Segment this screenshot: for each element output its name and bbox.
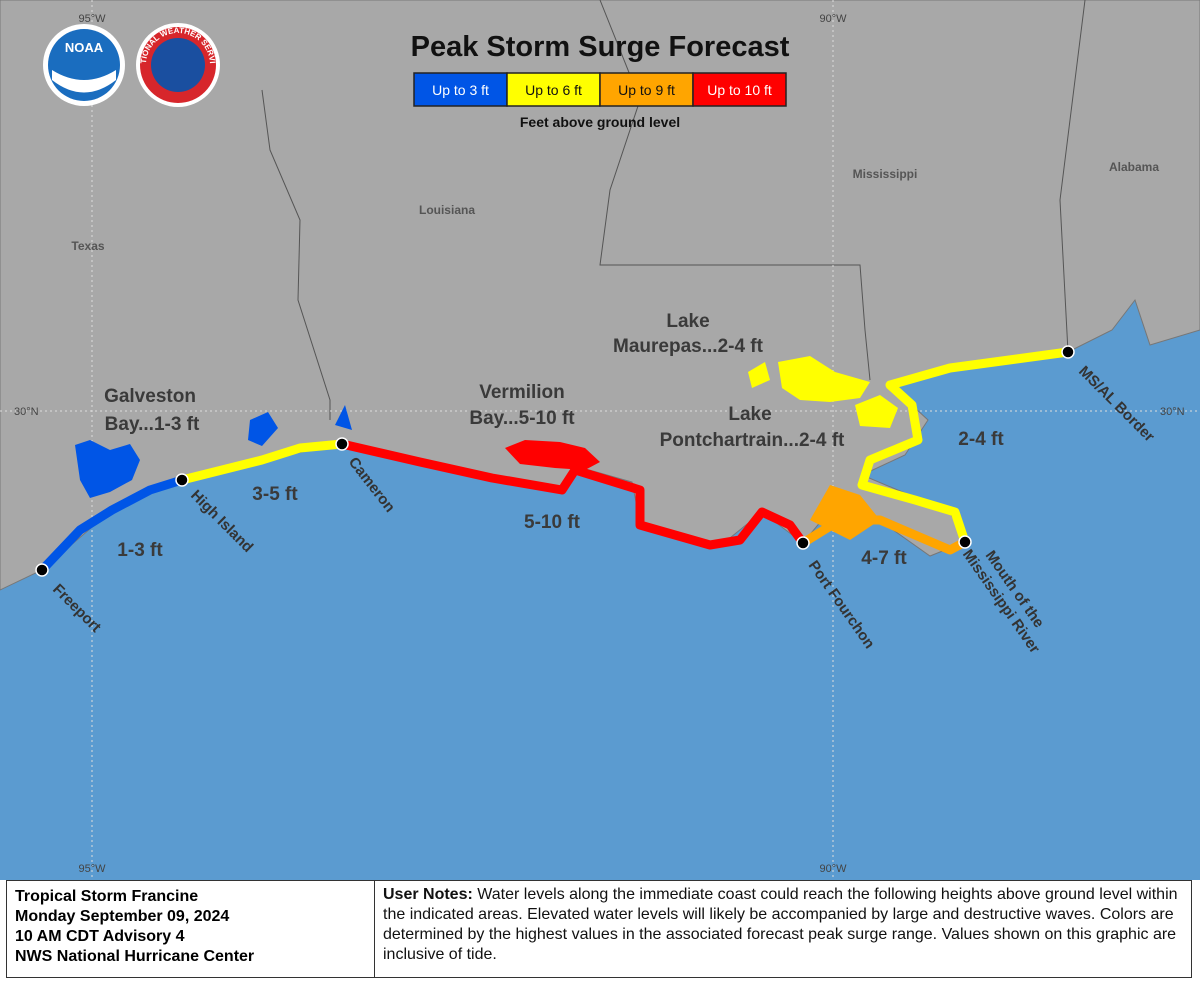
zone-label: Galveston Bay...1-3 ft: [104, 386, 200, 435]
advisory-info: Tropical Storm Francine Monday September…: [7, 881, 375, 977]
zone-label: Vermilion Bay...5-10 ft: [469, 382, 575, 429]
legend-label: Up to 10 ft: [707, 82, 772, 98]
issuer: NWS National Hurricane Center: [15, 948, 255, 965]
advisory-date: Monday September 09, 2024: [15, 908, 230, 925]
map: 95°W 90°W 95°W 90°W 30°N 30°N Texas Loui…: [0, 0, 1200, 880]
legend-caption: Feet above ground level: [520, 114, 680, 130]
surge-lake-pontchartrain: [855, 395, 898, 428]
surge-vermilion-bay: [505, 440, 600, 470]
legend: Up to 3 ft Up to 6 ft Up to 9 ft Up to 10 f…: [413, 72, 787, 107]
notes-text: Water levels along the immediate coast c…: [383, 886, 1178, 963]
graticule-label: 30°N: [1160, 406, 1185, 418]
zone-label: Lake Maurepas...2-4 ft: [613, 311, 764, 357]
segment-label: 5-10 ft: [524, 512, 581, 533]
noaa-text: NOAA: [65, 40, 104, 55]
segment-label: 2-4 ft: [958, 429, 1004, 450]
advisory-number: 10 AM CDT Advisory 4: [15, 928, 185, 945]
noaa-logo: NOAA: [43, 24, 125, 106]
graticule-label: 90°W: [819, 863, 847, 875]
user-notes: User Notes: Water levels along the immed…: [375, 881, 1191, 977]
storm-name: Tropical Storm Francine: [15, 888, 199, 905]
legend-swatch: [692, 72, 787, 107]
forecast-points: [35, 345, 1075, 577]
state-label: Mississippi: [853, 167, 918, 181]
notes-label: User Notes:: [383, 886, 473, 903]
segment-label: 3-5 ft: [252, 484, 298, 505]
footer: Tropical Storm Francine Monday September…: [6, 880, 1192, 978]
legend-label: Up to 6 ft: [525, 82, 582, 98]
graticule-label: 95°W: [78, 863, 106, 875]
graticule-label: 95°W: [78, 13, 106, 25]
graticule-label: 30°N: [14, 406, 39, 418]
segment-label: 4-7 ft: [861, 548, 907, 569]
state-label: Texas: [71, 239, 104, 253]
legend-swatch: [506, 72, 601, 107]
state-label: Louisiana: [419, 203, 475, 217]
graticule: [0, 0, 1200, 880]
surge-coast: [37, 347, 1073, 575]
legend-swatch: [413, 72, 508, 107]
graticule-label: 90°W: [819, 13, 847, 25]
surge-lake-maurepas: [748, 356, 870, 402]
state-label: Alabama: [1109, 160, 1159, 174]
segment-label: 1-3 ft: [117, 540, 163, 561]
legend-label: Up to 3 ft: [432, 82, 489, 98]
zone-label: Lake Pontchartrain...2-4 ft: [660, 404, 845, 451]
surge-galveston-bay: [75, 405, 352, 498]
map-title: Peak Storm Surge Forecast: [411, 31, 790, 63]
legend-label: Up to 9 ft: [618, 82, 675, 98]
